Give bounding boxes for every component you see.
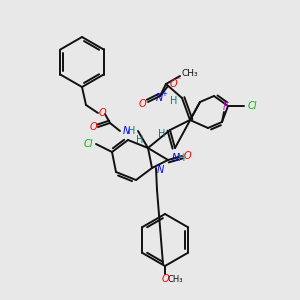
Text: N: N [122, 126, 130, 136]
Text: F: F [223, 102, 229, 112]
Text: O: O [138, 99, 146, 109]
Text: Cl: Cl [247, 101, 257, 111]
Text: H: H [158, 129, 166, 139]
Text: N: N [171, 153, 178, 163]
Text: Cl: Cl [83, 139, 93, 149]
Text: H: H [136, 135, 144, 145]
Text: O: O [89, 122, 97, 132]
Text: H: H [178, 153, 186, 163]
Text: ⁻: ⁻ [177, 76, 181, 85]
Text: +: + [161, 91, 167, 97]
Text: N: N [155, 93, 163, 103]
Text: H: H [128, 126, 136, 136]
Text: CH₃: CH₃ [167, 274, 183, 284]
Text: O: O [169, 79, 177, 89]
Text: O: O [161, 274, 169, 284]
Text: N: N [156, 165, 164, 175]
Text: H: H [170, 96, 178, 106]
Text: O: O [183, 151, 191, 161]
Text: O: O [98, 108, 106, 118]
Text: CH₃: CH₃ [182, 70, 198, 79]
